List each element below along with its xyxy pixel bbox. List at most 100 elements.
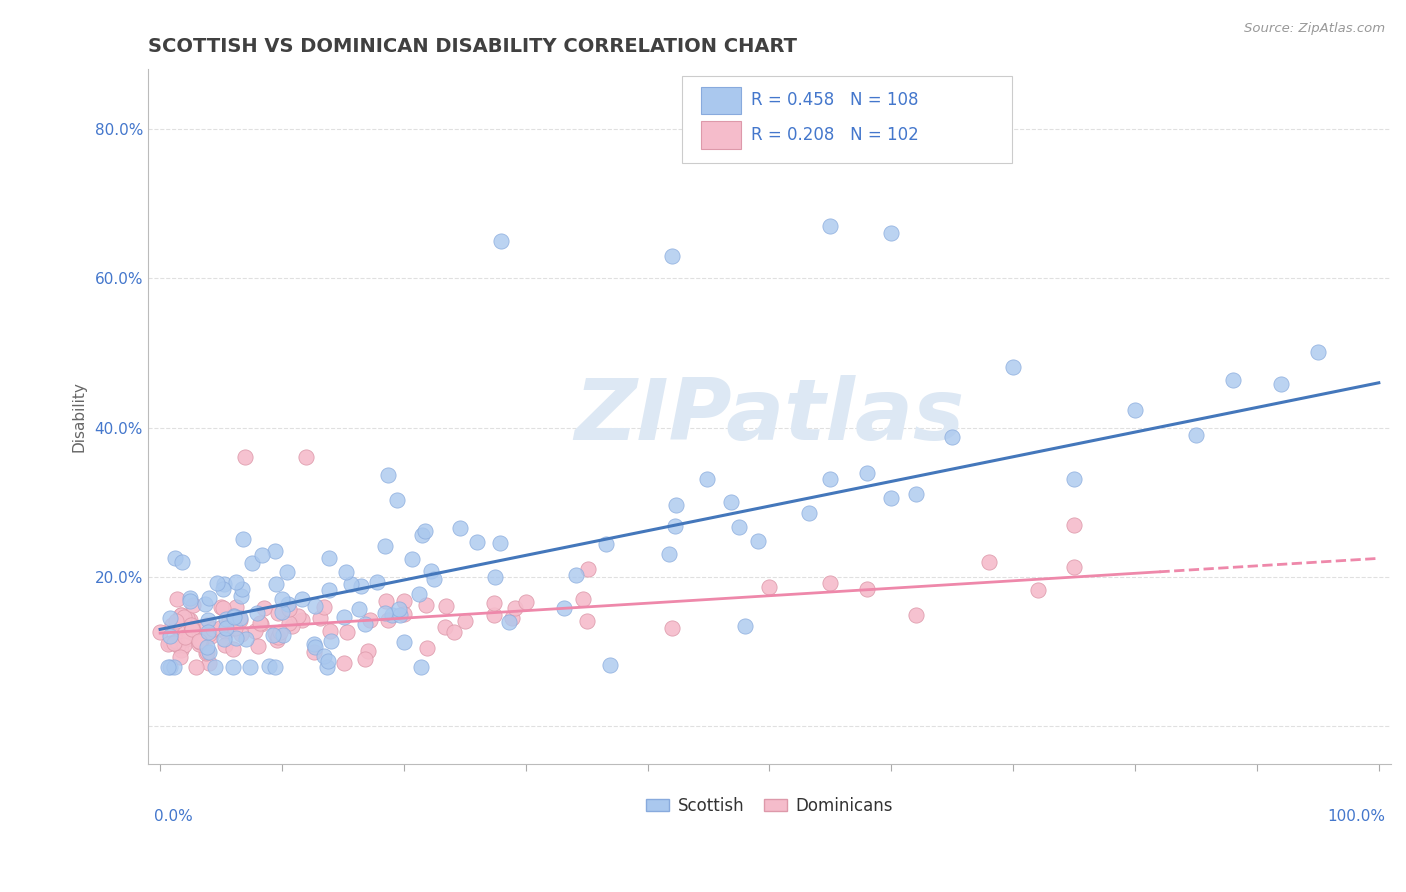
Point	[179, 613, 201, 627]
Point	[388, 602, 411, 616]
Point	[291, 592, 314, 607]
Point	[319, 624, 342, 639]
Point	[411, 528, 433, 542]
Point	[195, 645, 218, 659]
Point	[222, 610, 245, 624]
Point	[194, 597, 217, 611]
Point	[229, 613, 252, 627]
Point	[728, 520, 751, 534]
Point	[165, 633, 187, 648]
Point	[401, 551, 423, 566]
Point	[269, 625, 291, 640]
Point	[880, 227, 903, 241]
Point	[195, 618, 218, 632]
Text: 100.0%: 100.0%	[1327, 809, 1385, 824]
Point	[264, 577, 287, 591]
Point	[211, 601, 233, 615]
Point	[263, 544, 285, 558]
Point	[197, 625, 219, 640]
Point	[204, 659, 226, 673]
Point	[200, 629, 222, 643]
Point	[1002, 360, 1025, 375]
Point	[354, 617, 377, 632]
Point	[416, 640, 439, 655]
Point	[661, 249, 683, 263]
Point	[214, 621, 236, 635]
Point	[308, 610, 330, 624]
Point	[505, 601, 527, 615]
Point	[181, 599, 204, 613]
Point	[747, 534, 769, 549]
Point	[281, 618, 304, 632]
Point	[553, 601, 575, 615]
Point	[489, 535, 512, 549]
Point	[904, 487, 927, 501]
Point	[242, 556, 264, 570]
Point	[799, 506, 821, 520]
Point	[214, 632, 236, 647]
Point	[159, 636, 181, 650]
Point	[482, 596, 505, 610]
Point	[392, 607, 415, 621]
Point	[165, 615, 187, 629]
Point	[166, 591, 188, 606]
Point	[197, 591, 219, 605]
Point	[229, 611, 252, 625]
Point	[720, 494, 742, 508]
Point	[267, 606, 290, 620]
Point	[167, 638, 190, 652]
Point	[565, 568, 588, 582]
Point	[267, 630, 290, 644]
Point	[205, 576, 228, 591]
Point	[169, 607, 191, 622]
Point	[696, 472, 718, 486]
Point	[392, 635, 415, 649]
Point	[1222, 373, 1244, 387]
Text: SCOTTISH VS DOMINICAN DISABILITY CORRELATION CHART: SCOTTISH VS DOMINICAN DISABILITY CORRELA…	[148, 37, 797, 56]
Point	[173, 638, 195, 652]
Y-axis label: Disability: Disability	[72, 381, 86, 452]
Point	[1185, 427, 1208, 442]
Point	[319, 633, 342, 648]
Point	[235, 450, 257, 465]
Point	[184, 659, 207, 673]
Point	[165, 551, 187, 566]
Point	[159, 611, 181, 625]
Point	[198, 657, 221, 671]
Point	[180, 626, 202, 640]
Point	[443, 624, 465, 639]
Point	[332, 610, 354, 624]
Point	[163, 659, 186, 673]
Point	[1123, 403, 1146, 417]
Point	[278, 602, 301, 616]
Point	[1063, 560, 1085, 574]
Point	[409, 659, 432, 673]
Point	[179, 594, 201, 608]
Point	[246, 606, 269, 620]
Point	[173, 609, 195, 624]
Point	[420, 565, 443, 579]
Point	[250, 548, 273, 562]
FancyBboxPatch shape	[702, 121, 741, 149]
Point	[263, 659, 285, 673]
Point	[415, 598, 437, 612]
Point	[856, 467, 879, 481]
Point	[941, 430, 963, 444]
Point	[231, 589, 253, 603]
Point	[214, 638, 236, 652]
Point	[188, 637, 211, 651]
Point	[169, 650, 191, 665]
Point	[222, 609, 245, 624]
Point	[880, 491, 903, 505]
Point	[357, 644, 380, 658]
Point	[312, 599, 335, 614]
Point	[249, 615, 271, 630]
Point	[183, 624, 205, 638]
Point	[501, 611, 523, 625]
Point	[335, 565, 357, 579]
Point	[359, 613, 381, 627]
Point	[904, 608, 927, 623]
Point	[225, 632, 247, 646]
Point	[172, 554, 194, 568]
Point	[377, 613, 399, 627]
